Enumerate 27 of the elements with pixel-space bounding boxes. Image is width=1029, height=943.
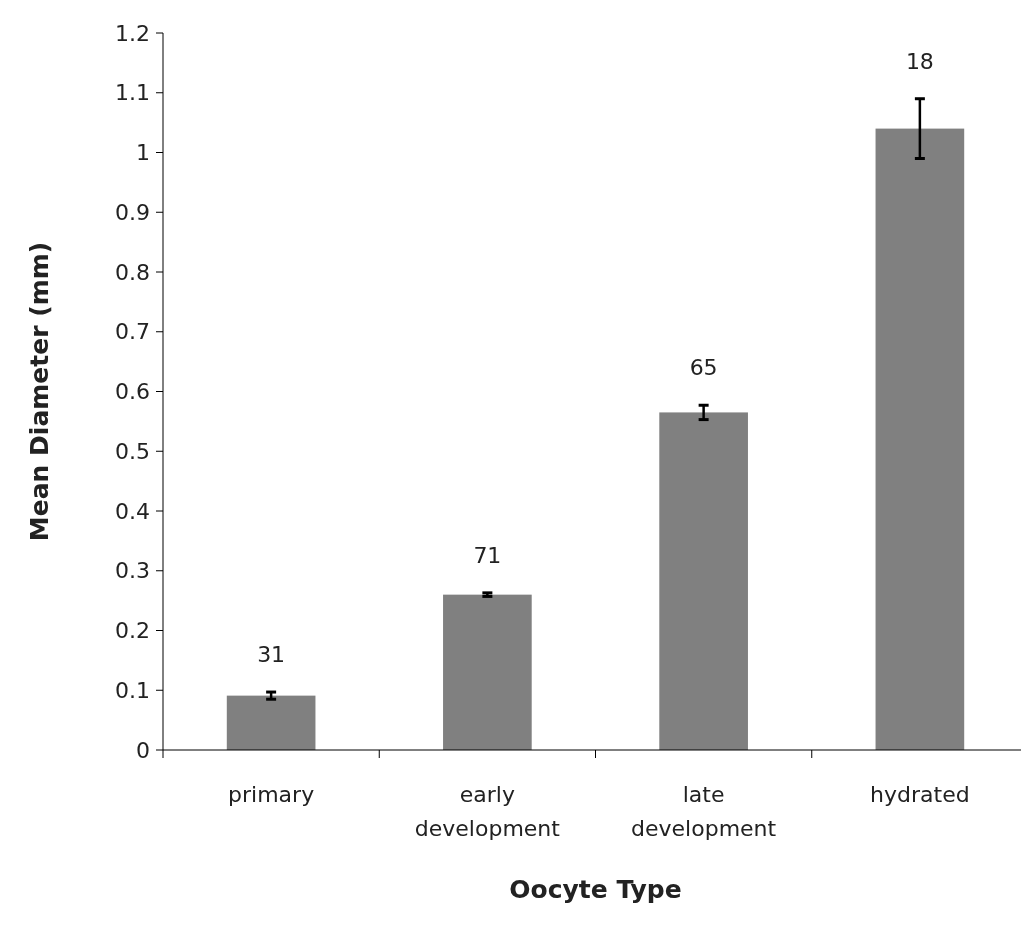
annotation: 31 bbox=[257, 642, 286, 668]
y-tick-label: 0.8 bbox=[115, 259, 150, 285]
x-axis-title: Oocyte Type bbox=[509, 875, 682, 904]
y-axis-title: Mean Diameter (mm) bbox=[25, 241, 54, 542]
x-tick-label: late development bbox=[631, 782, 777, 841]
y-tick-label: 0.4 bbox=[115, 498, 150, 524]
y-tick-label: 0.5 bbox=[115, 438, 150, 464]
y-tick-label: 1 bbox=[136, 140, 150, 166]
x-tick-label: primary bbox=[228, 782, 315, 807]
annotation: 71 bbox=[473, 542, 502, 568]
bar bbox=[875, 128, 965, 750]
x-tick-label: early development bbox=[414, 782, 561, 841]
bar bbox=[226, 695, 316, 750]
y-tick-label: 0.2 bbox=[115, 618, 150, 644]
y-tick-label: 0.9 bbox=[115, 199, 150, 225]
bar bbox=[443, 594, 532, 750]
y-tick-label: 0 bbox=[136, 737, 150, 763]
y-tick-label: 0.7 bbox=[115, 319, 150, 345]
annotation: 65 bbox=[689, 355, 718, 381]
bar bbox=[659, 412, 748, 750]
y-tick-label: 0.6 bbox=[115, 379, 150, 405]
y-tick-label: 1.2 bbox=[115, 20, 150, 46]
y-tick-label: 0.1 bbox=[115, 677, 150, 703]
x-tick-label: hydrated bbox=[870, 782, 970, 807]
annotation: 18 bbox=[905, 48, 934, 74]
y-tick-label: 1.1 bbox=[115, 80, 150, 106]
y-tick-label: 0.3 bbox=[115, 558, 150, 584]
